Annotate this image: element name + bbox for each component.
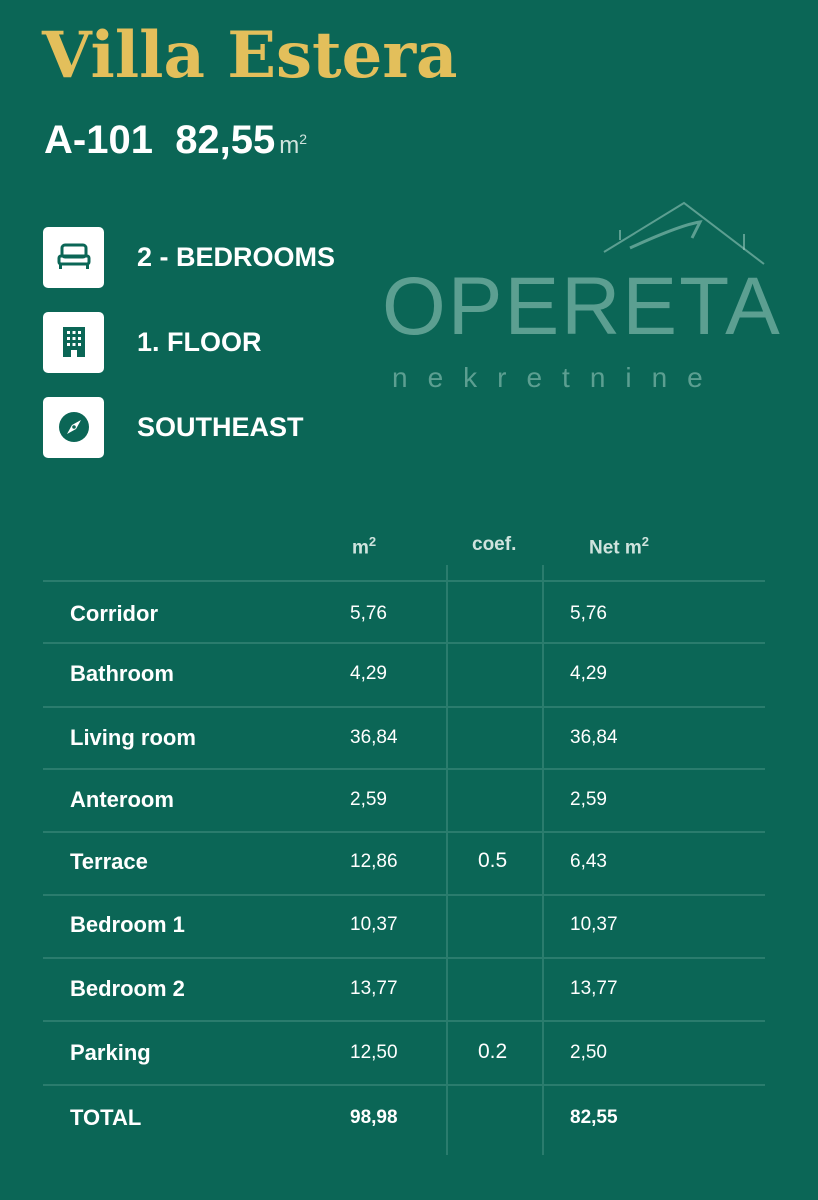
table-row: Corridor 5,76 5,76 [0,601,818,631]
unit-code: A-101 [44,118,153,162]
row-divider [43,642,765,644]
row-divider [43,1084,765,1086]
row-divider [43,831,765,833]
unit-summary: A-101 82,55 m2 [44,118,307,163]
column-divider [446,565,448,1155]
row-divider [43,894,765,896]
table-row: Terrace 12,86 0.5 6,43 [0,849,818,879]
net-area: 36,84 [570,727,618,748]
gross-area: 12,50 [350,1042,398,1063]
feature-label: SOUTHEAST [137,411,304,442]
row-divider [43,580,765,582]
table-row: Bathroom 4,29 4,29 [0,661,818,691]
room-name: Anteroom [70,787,174,812]
gross-area: 4,29 [350,663,387,684]
page-title: Villa Estera [42,18,458,93]
room-name: Bedroom 1 [70,912,185,937]
row-divider [43,768,765,770]
net-area: 2,59 [570,789,607,810]
table-row: Bedroom 2 13,77 13,77 [0,976,818,1006]
row-divider [43,706,765,708]
feature-floor: 1. FLOOR [43,311,262,373]
column-divider [542,565,544,1155]
net-area: 6,43 [570,851,607,872]
table-row: Living room 36,84 36,84 [0,725,818,755]
unit-area: 82,55 [175,118,276,162]
row-divider [43,1020,765,1022]
room-name: Parking [70,1040,151,1065]
compass-icon [43,396,104,458]
net-area: 5,76 [570,603,607,624]
net-area: 4,29 [570,663,607,684]
total-row: TOTAL 98,98 82,55 [0,1105,818,1135]
coefficient: 0.2 [478,1040,508,1063]
header-net: Net m2 [589,534,650,559]
gross-area: 2,59 [350,789,387,810]
room-name: Bedroom 2 [70,976,185,1001]
room-name: Living room [70,725,196,750]
net-area: 2,50 [570,1042,607,1063]
header-coef: coef. [472,534,517,555]
watermark-subtitle: nekretnine [392,362,723,393]
room-name: Terrace [70,849,148,874]
feature-label: 2 - BEDROOMS [137,241,336,272]
gross-area: 5,76 [350,603,387,624]
feature-orientation: SOUTHEAST [43,396,304,458]
row-divider [43,957,765,959]
net-area: 10,37 [570,914,618,935]
net-area: 13,77 [570,978,618,999]
room-name: TOTAL [70,1105,142,1130]
feature-label: 1. FLOOR [137,326,262,357]
table-row: Bedroom 1 10,37 10,37 [0,912,818,942]
net-area: 82,55 [570,1107,618,1128]
room-name: Bathroom [70,661,174,686]
gross-area: 36,84 [350,727,398,748]
table-row: Parking 12,50 0.2 2,50 [0,1040,818,1070]
gross-area: 12,86 [350,851,398,872]
bed-icon [43,226,104,288]
gross-area: 13,77 [350,978,398,999]
coefficient: 0.5 [478,849,508,872]
watermark-logo: OPERETA [382,261,782,352]
room-name: Corridor [70,601,158,626]
feature-bedrooms: 2 - BEDROOMS [43,226,335,288]
area-unit: m2 [279,131,308,159]
gross-area: 10,37 [350,914,398,935]
watermark-roof-icon [603,201,765,265]
building-icon [43,311,104,373]
gross-area: 98,98 [350,1107,398,1128]
header-m2: m2 [352,534,377,559]
table-row: Anteroom 2,59 2,59 [0,787,818,817]
